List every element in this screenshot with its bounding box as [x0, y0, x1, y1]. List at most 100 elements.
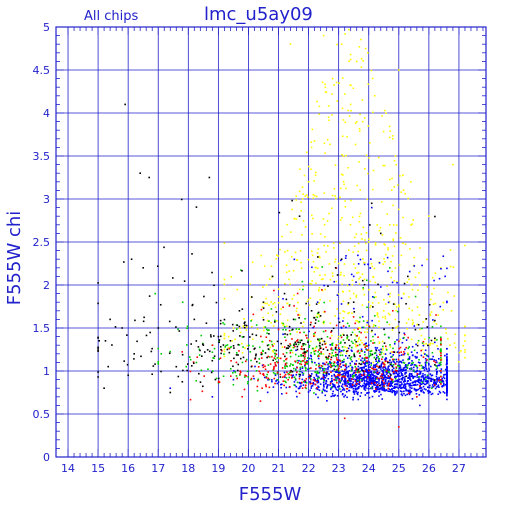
- point-series-0-538: [418, 314, 421, 316]
- point-series-4-38: [383, 328, 385, 331]
- point-series-1-452: [388, 388, 391, 390]
- point-series-4-163: [309, 374, 312, 377]
- point-series-0-524: [369, 306, 371, 309]
- point-series-1-185: [390, 356, 392, 358]
- point-series-2-20: [300, 355, 302, 357]
- point-series-0-20: [331, 207, 333, 210]
- point-series-1-722: [350, 273, 353, 276]
- point-series-1-999: [363, 379, 365, 381]
- point-series-2-164: [374, 352, 377, 354]
- point-series-2-338: [370, 387, 373, 389]
- point-series-4-154: [302, 343, 304, 345]
- point-series-4-256: [213, 355, 216, 357]
- point-series-1-229: [389, 352, 392, 355]
- point-series-3-60: [263, 374, 265, 377]
- point-series-2-83: [354, 339, 356, 341]
- point-series-0-486: [245, 329, 248, 331]
- point-series-1-835: [338, 351, 341, 353]
- point-series-0-explicit-1: [340, 43, 343, 45]
- point-series-1-1067: [434, 381, 437, 384]
- point-series-1-702: [436, 361, 438, 364]
- point-series-4-explicit-24: [370, 202, 373, 205]
- point-series-2-153: [267, 344, 270, 346]
- point-series-3-242: [201, 390, 204, 393]
- point-series-1-1128: [446, 375, 448, 378]
- point-series-1-1382: [358, 378, 360, 381]
- point-series-0-341: [411, 309, 414, 312]
- point-series-1-138: [386, 370, 389, 373]
- point-series-1-980: [400, 390, 403, 393]
- point-series-1-1352: [391, 370, 394, 373]
- point-series-2-303: [245, 358, 248, 361]
- point-series-1-103: [429, 384, 431, 387]
- point-series-1-1371: [371, 386, 374, 388]
- point-series-0-132: [223, 348, 226, 351]
- point-series-3-107: [316, 380, 318, 383]
- point-series-1-1024: [347, 365, 350, 368]
- point-series-4-210: [242, 336, 245, 338]
- point-series-1-1421: [431, 386, 434, 388]
- point-series-4-78: [177, 375, 180, 378]
- point-series-1-221: [373, 384, 375, 386]
- point-series-2-135: [380, 353, 382, 356]
- point-series-1-42: [310, 357, 313, 360]
- point-series-1-177: [416, 389, 419, 391]
- point-series-3-236: [320, 365, 323, 367]
- point-series-1-228: [308, 330, 310, 333]
- point-series-1-1151: [436, 365, 439, 367]
- point-series-1-577: [409, 368, 411, 370]
- point-series-3-101: [352, 316, 355, 318]
- point-series-0-624: [435, 323, 438, 325]
- point-series-1-116: [280, 383, 282, 386]
- point-series-4-231: [140, 355, 142, 358]
- point-series-1-389: [334, 370, 337, 373]
- point-series-1-607: [348, 283, 351, 286]
- point-series-0-647: [402, 189, 405, 191]
- point-series-4-236: [160, 370, 162, 373]
- point-series-0-294: [284, 282, 286, 285]
- point-series-2-402: [284, 367, 286, 369]
- point-series-1-937: [261, 364, 264, 367]
- point-series-1-145: [403, 366, 406, 369]
- point-series-1-848: [431, 384, 434, 386]
- point-series-0-349: [371, 302, 374, 304]
- point-series-0-161: [338, 82, 341, 85]
- point-series-1-306: [366, 378, 368, 380]
- point-series-1-616: [365, 365, 367, 367]
- point-series-4-33: [183, 280, 186, 282]
- point-series-4-240: [290, 369, 292, 372]
- point-series-4-explicit-14: [226, 348, 229, 351]
- point-series-1-1099: [378, 372, 381, 374]
- point-series-1-171: [409, 378, 411, 381]
- point-series-1-1367: [338, 385, 340, 388]
- point-series-1-703: [327, 368, 329, 370]
- point-series-3-39: [304, 361, 306, 364]
- point-series-1-776: [291, 376, 294, 379]
- point-series-4-41: [264, 352, 267, 354]
- point-series-0-476: [314, 335, 316, 337]
- point-series-2-28: [271, 343, 274, 346]
- point-series-2-136: [306, 363, 309, 365]
- point-series-3-80: [330, 371, 332, 374]
- point-series-4-127: [344, 341, 346, 344]
- point-series-4-168: [267, 348, 270, 350]
- point-series-3-166: [366, 376, 369, 379]
- point-series-1-105: [443, 377, 446, 380]
- point-series-1-1112: [395, 370, 398, 373]
- point-series-2-explicit-5: [413, 370, 415, 372]
- point-series-0-527: [429, 342, 432, 345]
- point-series-4-118: [233, 357, 235, 360]
- point-series-4-128: [211, 359, 214, 362]
- point-series-1-651: [375, 363, 378, 365]
- point-series-2-169: [373, 352, 376, 355]
- point-series-1-1117: [397, 370, 400, 372]
- point-series-0-120: [388, 323, 391, 326]
- point-series-1-238: [375, 382, 378, 384]
- point-series-4-130: [232, 344, 235, 347]
- point-series-4-254: [237, 354, 239, 356]
- point-series-0-172: [353, 245, 356, 248]
- point-series-2-115: [357, 379, 360, 382]
- point-series-1-483: [294, 379, 297, 381]
- point-series-1-1090: [308, 357, 310, 360]
- point-series-0-12: [343, 183, 345, 186]
